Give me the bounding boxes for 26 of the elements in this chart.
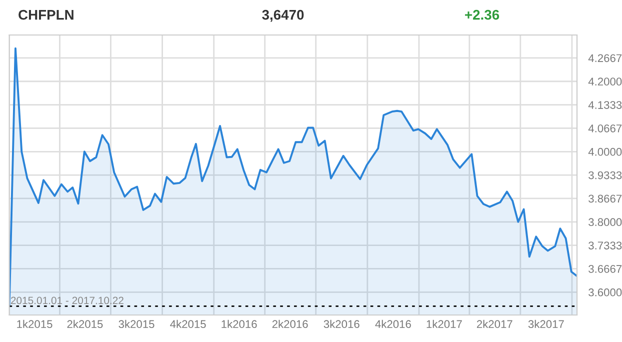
x-tick-label: 3k2017 xyxy=(528,320,564,328)
x-tick-label: 1k2016 xyxy=(222,320,257,328)
ref-line-label: 2015.01.01 - 2017.10.22 xyxy=(10,296,124,304)
x-tick-label: 3k2016 xyxy=(324,320,360,328)
y-tick-label: 4.2667 xyxy=(588,54,622,62)
x-tick-label: 2k2016 xyxy=(272,320,308,328)
x-tick-label: 4k2015 xyxy=(170,320,206,328)
x-tick-label: 3k2015 xyxy=(118,320,154,328)
text: 3,6470 xyxy=(262,10,304,22)
text: +2.36 xyxy=(465,10,500,20)
y-tick-label: 3.9333 xyxy=(588,171,622,180)
y-tick-label: 3.7333 xyxy=(588,242,622,250)
x-tick-label: 2k2015 xyxy=(67,320,103,328)
y-tick-label: 4.0667 xyxy=(588,124,622,132)
y-tick-label: 3.6667 xyxy=(588,265,622,273)
chart-title: CHFPLN xyxy=(18,10,74,20)
y-tick-label: 3.8667 xyxy=(588,194,622,203)
y-tick-label: 4.1333 xyxy=(588,101,622,109)
x-tick-label: 1k2017 xyxy=(426,320,462,328)
x-tick-label: 4k2016 xyxy=(375,320,411,328)
y-tick-label: 3.8000 xyxy=(588,218,622,226)
x-tick-label: 2k2017 xyxy=(476,320,512,328)
y-tick-label: 4.2000 xyxy=(588,78,622,86)
x-tick-label: 1k2015 xyxy=(17,320,52,328)
y-tick-label: 4.0000 xyxy=(588,148,622,156)
y-tick-label: 3.6000 xyxy=(588,288,622,296)
